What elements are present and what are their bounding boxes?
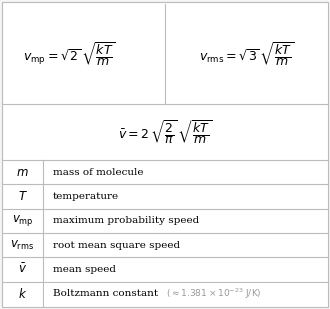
Text: $v_{\mathrm{rms}}$: $v_{\mathrm{rms}}$ (10, 239, 35, 252)
Text: $v_{\mathrm{rms}} = \sqrt{3} \, \sqrt{\dfrac{kT}{m}}$: $v_{\mathrm{rms}} = \sqrt{3} \, \sqrt{\d… (199, 40, 294, 68)
Text: mean speed: mean speed (53, 265, 116, 274)
Text: $\bar{v} = 2 \, \sqrt{\dfrac{2}{\pi}} \, \sqrt{\dfrac{kT}{m}}$: $\bar{v} = 2 \, \sqrt{\dfrac{2}{\pi}} \,… (118, 118, 212, 146)
Text: $v_{\mathrm{mp}}$: $v_{\mathrm{mp}}$ (12, 213, 33, 228)
Text: $v_{\mathrm{mp}} = \sqrt{2} \, \sqrt{\dfrac{kT}{m}}$: $v_{\mathrm{mp}} = \sqrt{2} \, \sqrt{\df… (23, 40, 116, 68)
Text: $k$: $k$ (18, 287, 27, 301)
Text: root mean square speed: root mean square speed (53, 241, 180, 250)
Bar (44, 283, 326, 305)
Text: $T$: $T$ (17, 190, 27, 203)
Text: maximum probability speed: maximum probability speed (53, 216, 199, 225)
Text: Boltzmann constant: Boltzmann constant (53, 289, 158, 298)
Text: Boltzmann constant: Boltzmann constant (53, 289, 161, 298)
Text: mass of molecule: mass of molecule (53, 168, 144, 177)
Text: temperature: temperature (53, 192, 119, 201)
Text: $m$: $m$ (16, 166, 29, 179)
Text: ($\approx 1.381 \times 10^{-23}$ J/K): ($\approx 1.381 \times 10^{-23}$ J/K) (166, 287, 262, 301)
Text: $\bar{v}$: $\bar{v}$ (18, 263, 27, 276)
Text: Boltzmann constant: Boltzmann constant (53, 289, 161, 298)
